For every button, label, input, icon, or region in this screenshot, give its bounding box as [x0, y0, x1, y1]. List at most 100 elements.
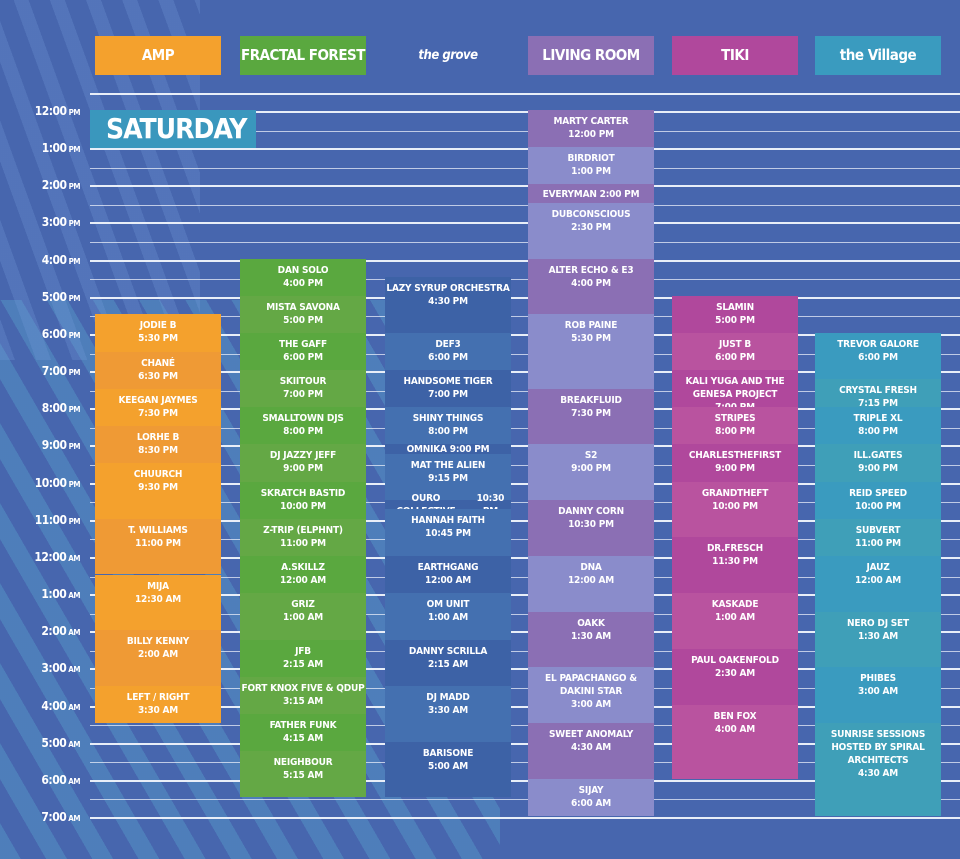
set-slot[interactable]: CRYSTAL FRESH 7:15 PM — [815, 379, 941, 409]
hour-line — [90, 185, 960, 188]
set-slot[interactable]: MISTA SAVONA 5:00 PM — [240, 295, 366, 333]
hour-ampm: PM — [68, 516, 81, 526]
set-slot[interactable]: SKRATCH BASTID 10:00 PM — [240, 481, 366, 519]
set-slot[interactable]: GRANDTHEFT 10:00 PM — [672, 481, 798, 538]
hour-line — [90, 148, 960, 151]
set-slot[interactable]: T. WILLIAMS 11:00 PM — [95, 518, 221, 575]
set-slot[interactable]: EARTHGANG 12:00 AM — [385, 555, 511, 594]
artist-name: DAN SOLO — [277, 264, 329, 276]
set-slot[interactable]: SMALLTOWN DJS 8:00 PM — [240, 407, 366, 445]
set-slot[interactable]: DEF3 6:00 PM — [385, 332, 511, 371]
artist-name: JUST B — [718, 338, 752, 350]
half-hour-line — [90, 502, 960, 504]
set-slot[interactable]: LAZY SYRUP ORCHESTRA 4:30 PM — [385, 277, 511, 333]
set-slot[interactable]: REID SPEED 10:00 PM — [815, 481, 941, 519]
half-hour-line — [90, 762, 960, 764]
set-slot[interactable]: TREVOR GALORE 6:00 PM — [815, 332, 941, 380]
artist-name: SUBVERT — [855, 524, 901, 536]
set-slot[interactable]: DANNY SCRILLA 2:15 AM — [385, 639, 511, 686]
set-slot[interactable]: JUST B 6:00 PM — [672, 332, 798, 371]
set-slot[interactable]: CHARLESTHEFIRST 9:00 PM — [672, 444, 798, 482]
set-slot[interactable]: JAUZ 12:00 AM — [815, 555, 941, 612]
stage-logo[interactable]: FRACTAL FOREST — [240, 36, 366, 75]
set-slot[interactable]: OURO COLLECTIVE10:30 PM — [385, 493, 511, 517]
set-slot[interactable]: SHINY THINGS 8:00 PM — [385, 407, 511, 445]
hour-line — [90, 631, 960, 634]
set-slot[interactable]: FATHER FUNK 4:15 AM — [240, 713, 366, 751]
set-slot[interactable]: DANNY CORN 10:30 PM — [528, 500, 654, 556]
set-time: 5:00 AM — [427, 760, 469, 772]
artist-name: DR.FRESCH — [706, 543, 764, 555]
set-slot[interactable]: KASKADE 1:00 AM — [672, 593, 798, 649]
set-slot[interactable]: BILLY KENNY 2:00 AM — [95, 630, 221, 686]
set-slot[interactable]: OAKK 1:30 AM — [528, 611, 654, 668]
set-slot[interactable]: OM UNIT 1:00 AM — [385, 593, 511, 640]
hour-ampm: AM — [68, 814, 80, 824]
set-slot[interactable]: DUBCONSCIOUS 2:30 PM — [528, 202, 654, 259]
set-slot[interactable]: SWEET ANOMALY 4:30 AM — [528, 723, 654, 779]
set-slot[interactable]: TRIPLE XL 8:00 PM — [815, 407, 941, 445]
set-slot[interactable]: DJ MADD 3:30 AM — [385, 685, 511, 742]
hour-line — [90, 482, 960, 485]
set-slot[interactable]: CHUURCH 9:30 PM — [95, 463, 221, 519]
stage-logo[interactable]: the Village — [815, 36, 941, 75]
set-slot[interactable]: EL PAPACHANGO & DAKINI STAR 3:00 AM — [528, 667, 654, 724]
set-slot[interactable]: MARTY CARTER 12:00 PM — [528, 110, 654, 148]
set-slot[interactable]: MIJA 12:30 AM — [95, 574, 221, 631]
stage-logo[interactable]: TIKI — [672, 36, 798, 75]
stage-logo[interactable]: LIVING ROOM — [528, 36, 654, 75]
set-time: 4:00 PM — [283, 277, 323, 289]
set-slot[interactable]: PAUL OAKENFOLD 2:30 AM — [672, 648, 798, 705]
set-slot[interactable]: ALTER ECHO & E3 4:00 PM — [528, 258, 654, 315]
set-slot[interactable]: BREAKFLUID 7:30 PM — [528, 388, 654, 445]
set-slot[interactable]: DNA 12:00 AM — [528, 555, 654, 612]
set-time: 9:00 PM — [449, 444, 490, 456]
set-slot[interactable]: KALI YUGA AND THE GENESA PROJECT7:00 PM — [672, 370, 798, 413]
set-slot[interactable]: PHIBES 3:00 AM — [815, 667, 941, 724]
set-slot[interactable]: HANDSOME TIGER 7:00 PM — [385, 370, 511, 408]
set-slot[interactable]: LORHE B 8:30 PM — [95, 425, 221, 464]
set-slot[interactable]: HANNAH FAITH 10:45 PM — [385, 509, 511, 556]
half-hour-line — [90, 204, 960, 206]
set-slot[interactable]: GRIZ 1:00 AM — [240, 593, 366, 640]
set-slot[interactable]: DAN SOLO 4:00 PM — [240, 258, 366, 296]
set-slot[interactable]: SUNRISE SESSIONS HOSTED BY SPIRAL ARCHIT… — [815, 723, 941, 817]
set-slot[interactable]: NEIGHBOUR 5:15 AM — [240, 751, 366, 798]
set-slot[interactable]: SKIITOUR 7:00 PM — [240, 370, 366, 408]
set-time: 3:30 AM — [137, 704, 179, 716]
set-time: 5:15 AM — [282, 770, 324, 781]
hour-time: 8:00 — [41, 401, 67, 416]
set-slot[interactable]: Z-TRIP (ELPHNT) 11:00 PM — [240, 518, 366, 556]
set-slot[interactable]: OMNIKA 9:00 PM — [385, 444, 511, 456]
set-slot[interactable]: EVERYMAN 2:00 PM — [528, 184, 654, 203]
set-slot[interactable]: SLAMIN 5:00 PM — [672, 295, 798, 333]
set-time: 12:00 PM — [568, 129, 614, 140]
stage-logo[interactable]: AMP — [95, 36, 221, 75]
set-slot[interactable]: A.SKILLZ 12:00 AM — [240, 555, 366, 594]
set-slot[interactable]: LEFT / RIGHT 3:30 AM — [95, 685, 221, 724]
set-slot[interactable]: KEEGAN JAYMES 7:30 PM — [95, 388, 221, 426]
set-slot[interactable]: NERO DJ SET 1:30 AM — [815, 611, 941, 668]
set-slot[interactable]: THE GAFF 6:00 PM — [240, 332, 366, 371]
set-slot[interactable]: DR.FRESCH 11:30 PM — [672, 537, 798, 594]
set-slot[interactable]: CHANÉ 6:30 PM — [95, 351, 221, 389]
stage-logo[interactable]: the grove — [418, 48, 478, 63]
set-slot[interactable]: BIRDRIOT 1:00 PM — [528, 147, 654, 185]
set-time: 10:00 PM — [280, 500, 326, 512]
set-slot[interactable]: BEN FOX 4:00 AM — [672, 704, 798, 779]
set-slot[interactable]: MAT THE ALIEN 9:15 PM — [385, 453, 511, 501]
set-slot[interactable]: SUBVERT 11:00 PM — [815, 518, 941, 556]
hour-label: 10:00 PM — [0, 476, 81, 490]
set-time: 10:00 PM — [712, 500, 758, 512]
set-slot[interactable]: BARISONE 5:00 AM — [385, 741, 511, 798]
set-slot[interactable]: JFB 2:15 AM — [240, 639, 366, 677]
set-slot[interactable]: ROB PAINE 5:30 PM — [528, 314, 654, 389]
set-slot[interactable]: ILL.GATES 9:00 PM — [815, 444, 941, 482]
set-slot[interactable]: S2 9:00 PM — [528, 444, 654, 501]
set-slot[interactable]: SIJAY 6:00 AM — [528, 778, 654, 817]
set-slot[interactable]: DJ JAZZY JEFF 9:00 PM — [240, 444, 366, 482]
set-slot[interactable]: FORT KNOX FIVE & QDUP 3:15 AM — [240, 676, 366, 714]
set-slot[interactable]: STRIPES 8:00 PM — [672, 407, 798, 445]
set-slot[interactable]: JODIE B 5:30 PM — [95, 314, 221, 352]
artist-name: EL PAPACHANGO & DAKINI STAR — [545, 673, 637, 698]
